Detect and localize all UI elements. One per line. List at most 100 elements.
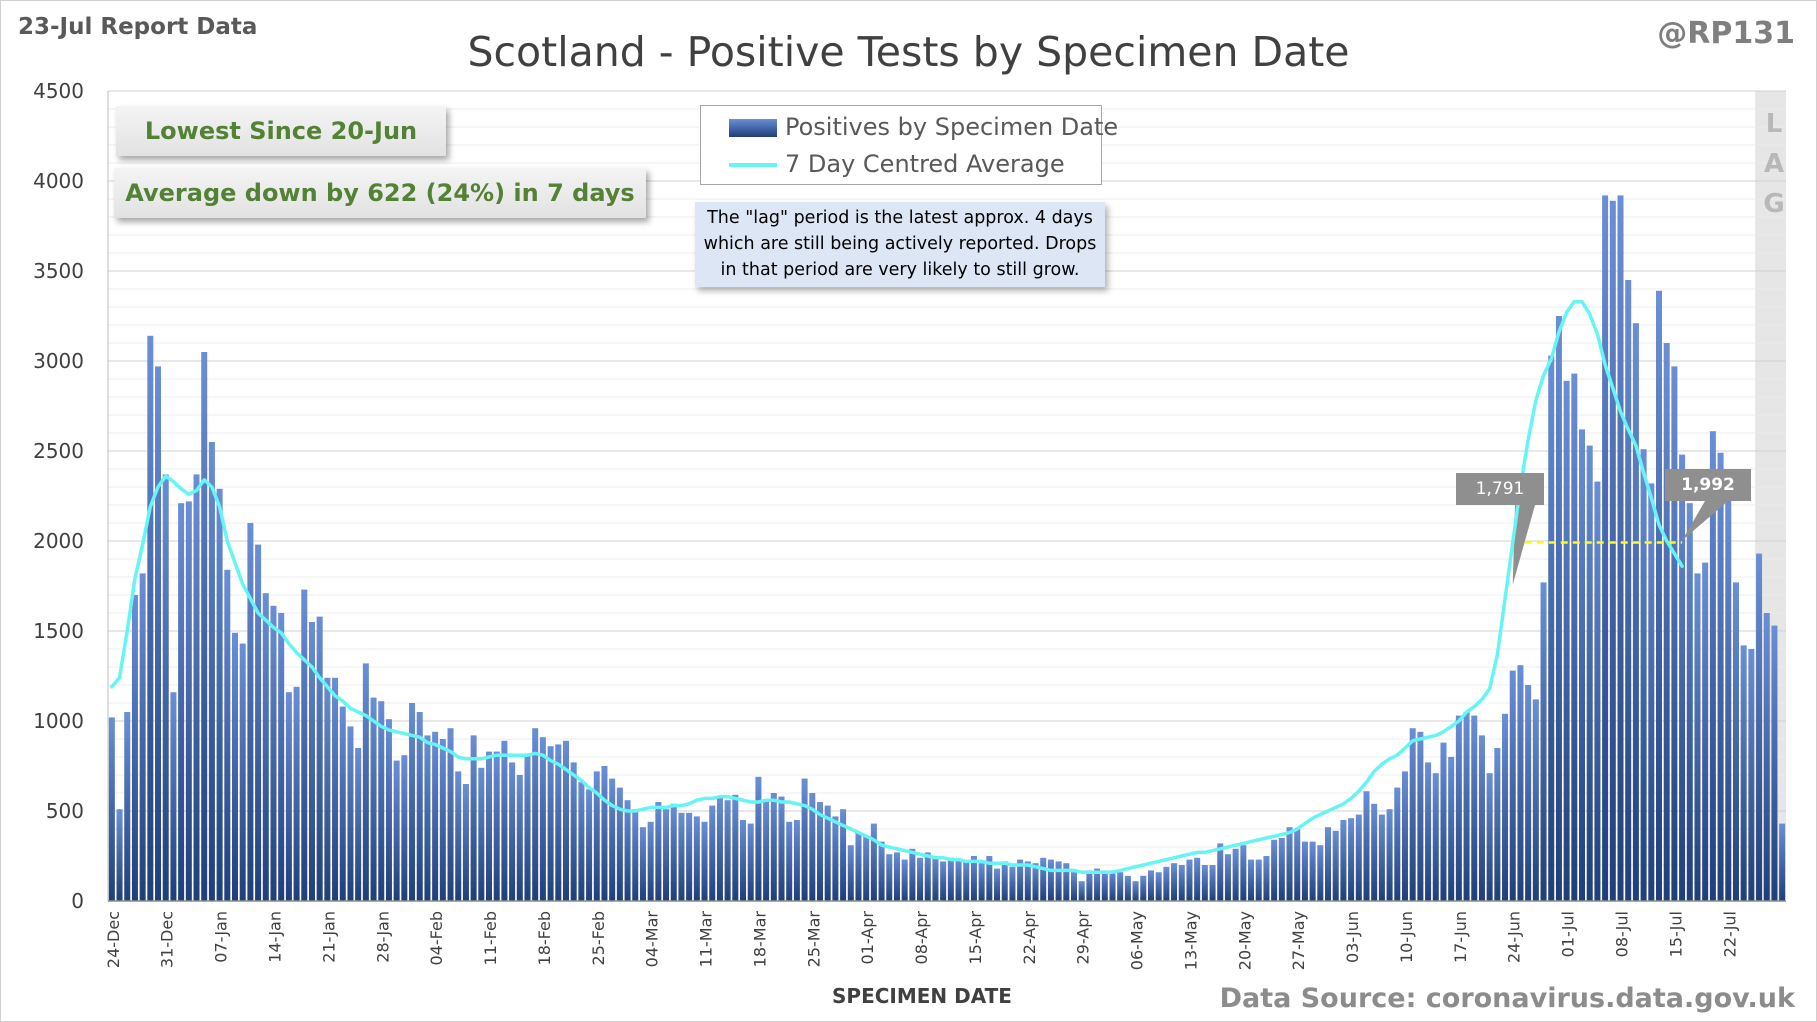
x-tick-label: 20-May — [1235, 911, 1254, 970]
bar — [955, 859, 962, 901]
bar — [1263, 856, 1270, 901]
bar — [378, 701, 385, 901]
bar — [1455, 715, 1462, 901]
bar — [486, 751, 493, 901]
bar — [809, 793, 816, 901]
bar — [1109, 870, 1116, 901]
x-tick-label: 01-Apr — [858, 911, 877, 965]
bar — [786, 821, 793, 901]
bar — [1355, 814, 1362, 901]
bar — [670, 803, 677, 901]
bar — [1732, 582, 1739, 901]
bar — [1386, 809, 1393, 901]
bar — [1717, 452, 1724, 901]
bar — [747, 823, 754, 901]
bar — [686, 812, 693, 901]
bar — [1271, 839, 1278, 901]
bar — [647, 821, 654, 901]
bar — [963, 861, 970, 901]
bar — [447, 728, 454, 901]
y-tick-label: 4000 — [33, 169, 84, 193]
bar — [1517, 665, 1524, 901]
bar — [1486, 773, 1493, 901]
bar — [1086, 870, 1093, 901]
bar — [409, 703, 416, 901]
lag-note: The "lag" period is the latest approx. 4… — [695, 202, 1105, 287]
x-tick-label: 14-Jan — [265, 911, 284, 963]
bar — [1509, 670, 1516, 901]
bar — [1063, 863, 1070, 901]
bar — [1255, 859, 1262, 901]
x-tick-label: 10-Jun — [1397, 911, 1416, 963]
bar — [1671, 366, 1678, 901]
bar — [547, 746, 554, 901]
bar — [493, 751, 500, 901]
bar — [1240, 845, 1247, 901]
bar — [886, 854, 893, 901]
lag-note-line-1: The "lag" period is the latest approx. 4… — [707, 208, 1093, 228]
x-tick-label: 18-Mar — [750, 911, 769, 968]
x-tick-label: 07-Jan — [212, 911, 231, 963]
bar — [293, 686, 300, 901]
bar — [986, 856, 993, 901]
bar — [108, 717, 115, 901]
x-axis-ticks: 24-Dec 31-Dec 07-Jan 14-Jan 21-Jan 28-Jan 04-F… — [104, 911, 1739, 971]
lag-letter-l: L — [1765, 109, 1783, 139]
bar — [1625, 280, 1632, 901]
bar — [1748, 649, 1755, 901]
bar — [509, 762, 516, 901]
bar — [1648, 483, 1655, 901]
bar — [770, 793, 777, 901]
bar — [1463, 712, 1470, 901]
x-tick-label: 17-Jun — [1451, 911, 1470, 963]
tooltip-left-value: 1,791 — [1456, 473, 1544, 505]
bar — [624, 800, 631, 901]
bar — [1694, 573, 1701, 901]
bar — [778, 796, 785, 901]
bar — [716, 796, 723, 901]
x-tick-label: 08-Jul — [1613, 911, 1632, 957]
bar — [847, 845, 854, 901]
bar — [832, 816, 839, 901]
bar — [816, 802, 823, 901]
bar — [255, 544, 262, 901]
x-tick-label: 24-Dec — [104, 911, 123, 968]
bar — [732, 794, 739, 901]
bar — [224, 569, 231, 901]
x-tick-label: 06-May — [1128, 911, 1147, 970]
bar — [1132, 881, 1139, 901]
bar — [1194, 857, 1201, 901]
bar — [193, 474, 200, 901]
bar — [593, 771, 600, 901]
bar — [1494, 748, 1501, 901]
x-tick-label: 27-May — [1289, 911, 1308, 970]
bar — [1117, 872, 1124, 901]
bar — [432, 731, 439, 901]
bar — [801, 778, 808, 901]
bar — [1478, 735, 1485, 901]
bar — [639, 827, 646, 901]
bar — [247, 523, 254, 901]
bar — [270, 605, 277, 901]
bar — [1609, 200, 1616, 902]
bar — [570, 762, 577, 901]
bar — [663, 809, 670, 901]
x-tick-label: 15-Apr — [966, 911, 985, 965]
x-tick-label: 21-Jan — [319, 911, 338, 963]
bar — [1756, 553, 1763, 901]
bar — [324, 677, 331, 901]
bar — [416, 712, 423, 901]
bar — [1502, 713, 1509, 901]
bar — [316, 616, 323, 901]
bar — [555, 744, 562, 901]
y-tick-label: 2500 — [33, 439, 84, 463]
y-tick-label: 0 — [71, 889, 84, 913]
chart-title: Scotland - Positive Tests by Specimen Da… — [467, 28, 1350, 76]
legend-bar-swatch — [729, 119, 777, 137]
bar — [124, 712, 131, 901]
bar — [262, 593, 269, 901]
bar — [1771, 625, 1778, 901]
bar — [1548, 355, 1555, 902]
x-tick-label: 29-Apr — [1074, 911, 1093, 965]
